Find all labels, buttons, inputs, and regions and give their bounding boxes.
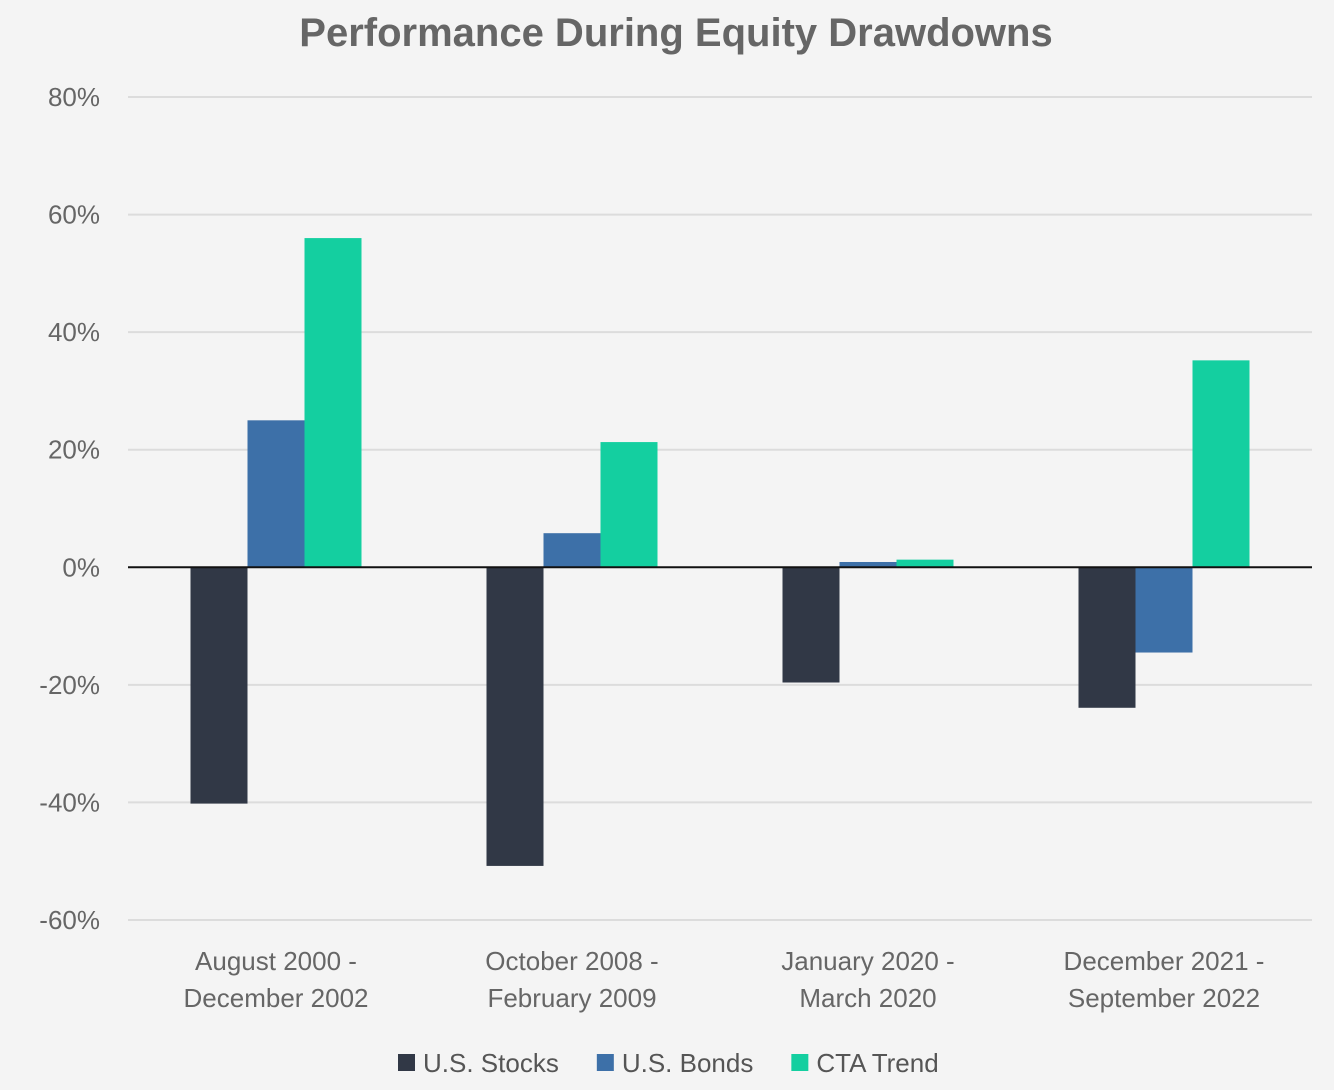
x-tick-label: August 2000 - [195, 946, 357, 976]
legend-label: U.S. Stocks [423, 1048, 559, 1078]
y-tick-label: 0% [62, 552, 100, 582]
bar-cta-trend [1192, 360, 1250, 568]
legend-swatch [398, 1054, 415, 1071]
y-tick-label: -40% [39, 787, 100, 817]
y-axis-ticks: 80% 60% 40% 20% 0% -20% -40% -60% [39, 82, 100, 935]
bar-u-s-bonds [839, 561, 897, 568]
legend: U.S. Stocks U.S. Bonds CTA Trend [398, 1048, 939, 1078]
bar-u-s-stocks [1078, 567, 1136, 708]
y-tick-label: -60% [39, 905, 100, 935]
bar-u-s-stocks [486, 567, 544, 866]
x-tick-label: October 2008 - [485, 946, 658, 976]
bar-cta-trend [600, 442, 658, 568]
x-tick-label: September 2022 [1068, 983, 1260, 1013]
legend-label: U.S. Bonds [622, 1048, 754, 1078]
x-tick-label: February 2009 [487, 983, 656, 1013]
y-tick-label: 40% [48, 317, 100, 347]
y-tick-label: 80% [48, 82, 100, 112]
chart-title: Performance During Equity Drawdowns [299, 11, 1052, 55]
x-axis-ticks: August 2000 - December 2002 October 2008 -… [184, 946, 1265, 1013]
y-tick-label: 60% [48, 200, 100, 230]
bar-u-s-stocks [190, 567, 248, 804]
bar-u-s-stocks [782, 567, 840, 683]
legend-swatch [596, 1054, 614, 1071]
x-tick-label: March 2020 [799, 983, 936, 1013]
bar-u-s-bonds [1135, 567, 1193, 653]
x-tick-label: December 2021 - [1064, 946, 1265, 976]
y-tick-label: -20% [39, 670, 100, 700]
y-tick-label: 20% [48, 435, 100, 465]
legend-label: CTA Trend [816, 1048, 938, 1078]
x-tick-label: January 2020 - [781, 946, 954, 976]
x-tick-label: December 2002 [184, 983, 369, 1013]
bar-cta-trend [304, 238, 362, 568]
bar-u-s-bonds [247, 420, 305, 568]
bars [190, 238, 1250, 866]
bar-cta-trend [896, 559, 954, 568]
bar-u-s-bonds [543, 533, 601, 568]
legend-swatch [791, 1054, 809, 1071]
